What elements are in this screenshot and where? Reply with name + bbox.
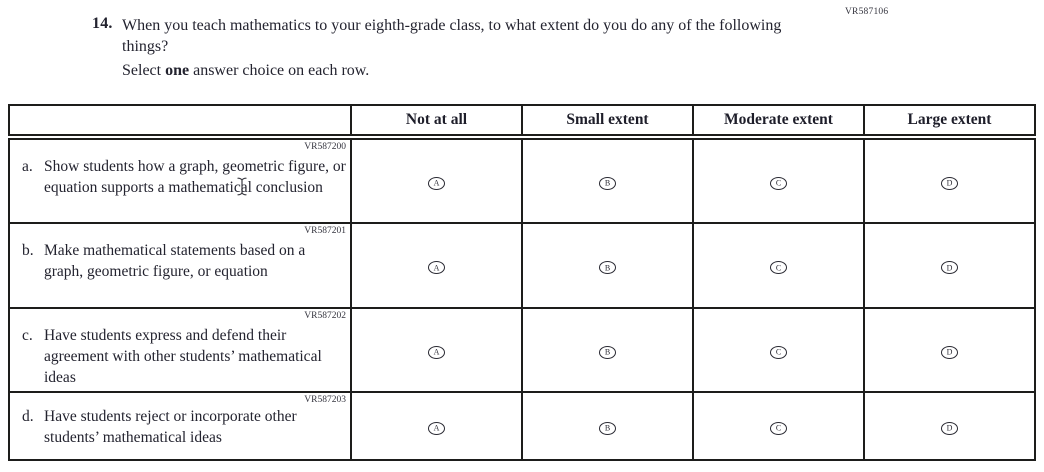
row-text: Have students reject or incorporate othe… — [44, 408, 297, 446]
instruction-suffix: answer choice on each row. — [189, 62, 370, 79]
option-bubble-d-b[interactable]: B — [599, 421, 616, 435]
option-bubble-d-d[interactable]: D — [941, 421, 958, 435]
table-row: VR587202 c. Have students express and de… — [8, 307, 1036, 393]
option-bubble-a-d[interactable]: D — [941, 176, 958, 190]
option-cell: C — [692, 136, 865, 224]
option-letter: C — [775, 178, 782, 188]
option-letter: B — [604, 423, 611, 433]
option-bubble-b-d[interactable]: D — [941, 261, 958, 274]
option-bubble-b-c[interactable]: C — [770, 261, 787, 274]
option-cell: C — [692, 391, 865, 461]
option-letter: D — [946, 262, 953, 272]
option-letter: A — [433, 262, 440, 272]
header-row: Not at all Small extent Moderate extent … — [8, 104, 1036, 140]
row-stub-cell: VR587203 d. Have students reject or inco… — [8, 391, 352, 461]
option-bubble-c-b[interactable]: B — [599, 345, 616, 359]
row-stub-cell: VR587202 c. Have students express and de… — [8, 307, 352, 393]
option-letter: A — [433, 423, 440, 433]
option-letter: D — [946, 423, 953, 433]
form-code: VR587106 — [845, 7, 889, 17]
option-cell: C — [692, 222, 865, 309]
option-letter: D — [946, 347, 953, 357]
option-letter: C — [775, 347, 782, 357]
text-cursor-icon — [236, 177, 248, 201]
option-letter: D — [946, 178, 953, 188]
option-letter: A — [433, 178, 440, 188]
option-bubble-b-a[interactable]: A — [428, 261, 445, 274]
option-cell: D — [863, 136, 1036, 224]
row-statement: c. Have students express and defend thei… — [10, 309, 350, 388]
option-cell: B — [521, 307, 694, 393]
option-letter: B — [604, 347, 611, 357]
option-bubble-c-d[interactable]: D — [941, 345, 958, 359]
column-header-small-extent: Small extent — [521, 104, 694, 140]
row-code: VR587200 — [304, 142, 346, 152]
option-bubble-c-c[interactable]: C — [770, 345, 787, 359]
row-text: Show students how a graph, geometric fig… — [44, 158, 346, 196]
instruction-prefix: Select — [122, 62, 166, 79]
row-code: VR587202 — [304, 311, 346, 321]
option-cell: D — [863, 307, 1036, 393]
row-statement: a. Show students how a graph, geometric … — [10, 140, 350, 198]
table-row: VR587200 a. Show students how a graph, g… — [8, 136, 1036, 224]
stub-header-cell — [8, 104, 352, 140]
row-stub-cell: VR587201 b. Make mathematical statements… — [8, 222, 352, 309]
option-cell: B — [521, 136, 694, 224]
option-cell: A — [350, 136, 523, 224]
option-cell: D — [863, 222, 1036, 309]
row-statement: d. Have students reject or incorporate o… — [10, 393, 350, 448]
row-letter: c. — [22, 327, 33, 344]
row-text: Have students express and defend their a… — [44, 327, 322, 386]
question-number: 14. — [92, 15, 113, 32]
option-cell: A — [350, 222, 523, 309]
option-cell: B — [521, 222, 694, 309]
option-letter: C — [775, 262, 782, 272]
row-code: VR587201 — [304, 226, 346, 236]
option-letter: A — [433, 347, 440, 357]
table-row: VR587203 d. Have students reject or inco… — [8, 391, 1036, 461]
row-stub-cell: VR587200 a. Show students how a graph, g… — [8, 136, 352, 224]
option-bubble-d-a[interactable]: A — [428, 421, 445, 435]
instruction-bold-word: one — [165, 62, 190, 79]
row-statement: b. Make mathematical statements based on… — [10, 224, 350, 282]
option-bubble-a-a[interactable]: A — [428, 176, 445, 190]
option-bubble-a-b[interactable]: B — [599, 176, 616, 190]
option-letter: C — [775, 423, 782, 433]
option-bubble-a-c[interactable]: C — [770, 176, 787, 190]
row-letter: d. — [22, 408, 34, 425]
option-letter: B — [604, 262, 611, 272]
row-letter: a. — [22, 158, 33, 175]
row-text: Make mathematical statements based on a … — [44, 242, 306, 280]
question-text: When you teach mathematics to your eight… — [122, 17, 782, 55]
row-letter: b. — [22, 242, 34, 259]
answer-matrix-table: Not at all Small extent Moderate extent … — [8, 104, 1036, 461]
row-code: VR587203 — [304, 395, 346, 405]
column-header-large-extent: Large extent — [863, 104, 1036, 140]
table-row: VR587201 b. Make mathematical statements… — [8, 222, 1036, 309]
option-cell: C — [692, 307, 865, 393]
option-cell: A — [350, 307, 523, 393]
option-bubble-b-b[interactable]: B — [599, 261, 616, 274]
option-bubble-d-c[interactable]: C — [770, 421, 787, 435]
option-cell: B — [521, 391, 694, 461]
option-cell: A — [350, 391, 523, 461]
option-letter: B — [604, 178, 611, 188]
question-instruction: Select one answer choice on each row. — [122, 62, 369, 80]
column-header-not-at-all: Not at all — [350, 104, 523, 140]
option-cell: D — [863, 391, 1036, 461]
column-header-moderate-extent: Moderate extent — [692, 104, 865, 140]
option-bubble-c-a[interactable]: A — [428, 345, 445, 359]
